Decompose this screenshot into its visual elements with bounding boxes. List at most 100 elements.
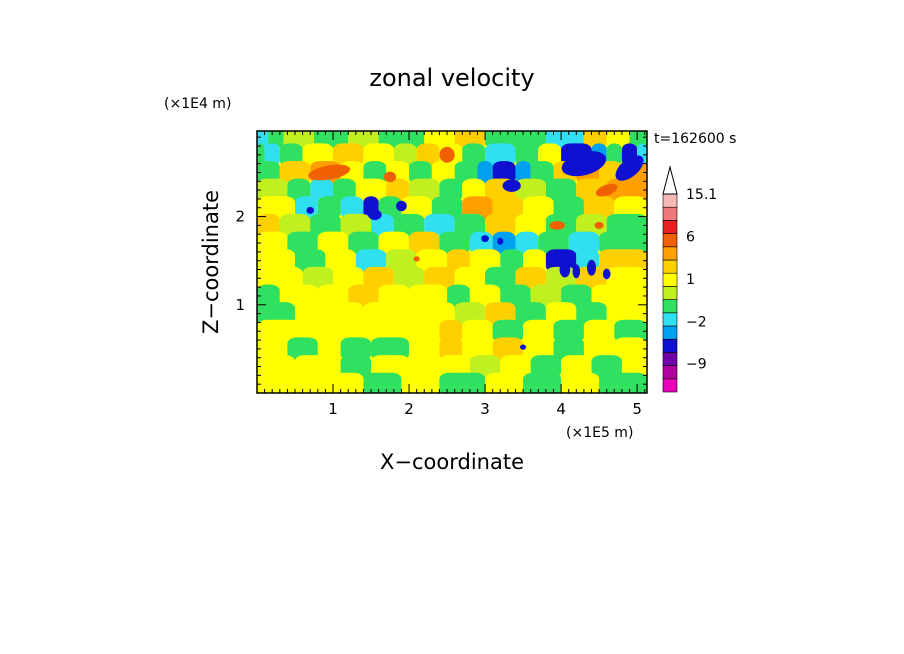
- contour-patch: [583, 196, 615, 220]
- contour-patch: [333, 319, 372, 343]
- contour-patch: [553, 196, 584, 220]
- contour-cell: [520, 344, 527, 350]
- contour-patch: [302, 143, 334, 167]
- contour-patch: [424, 213, 455, 237]
- x-tick-label: 3: [480, 400, 490, 418]
- contour-cell: [594, 221, 604, 229]
- contour-patch: [545, 178, 577, 202]
- contour-cell: [615, 155, 644, 181]
- contour-patch: [257, 302, 296, 326]
- colorbar-swatch: [662, 365, 678, 380]
- contour-patch: [257, 160, 280, 184]
- contour-patch: [340, 337, 372, 361]
- contour-patch: [409, 160, 432, 184]
- x-tick-label: 2: [404, 400, 414, 418]
- contour-patch: [363, 302, 394, 326]
- contour-patch: [523, 196, 554, 220]
- contour-patch: [485, 143, 516, 167]
- contour-patch: [492, 337, 524, 361]
- contour-patch: [439, 319, 463, 343]
- colorbar-label: 1: [686, 272, 695, 288]
- contour-patch: [257, 337, 288, 361]
- contour-patch: [614, 337, 647, 361]
- colorbar-swatches: [662, 165, 678, 393]
- contour-patch: [606, 143, 622, 167]
- contour-patch: [462, 143, 486, 167]
- contour-patch: [363, 143, 394, 167]
- contour-patch: [515, 143, 539, 167]
- contour-patch: [561, 372, 600, 393]
- contour-patch: [485, 266, 516, 290]
- contour-patch: [287, 337, 318, 361]
- contour-patch: [561, 355, 592, 379]
- contour-patch: [416, 249, 448, 273]
- contour-patch: [523, 337, 554, 361]
- contour-patch: [409, 319, 440, 343]
- contour-patch: [530, 284, 562, 308]
- contour-patch: [264, 143, 280, 167]
- contour-cell: [481, 235, 489, 243]
- contour-patch: [257, 213, 280, 237]
- colorbar-swatch: [662, 206, 678, 221]
- contour-patch: [447, 249, 470, 273]
- contour-patch: [515, 178, 546, 202]
- contour-patch: [583, 319, 615, 343]
- contour-patch: [568, 231, 600, 255]
- contour-patch: [439, 372, 486, 393]
- contour-cell: [602, 268, 611, 280]
- contour-cell: [439, 146, 455, 163]
- contour-patch: [401, 196, 432, 220]
- x-tick-label: 4: [556, 400, 566, 418]
- x-tick-label: 1: [328, 400, 338, 418]
- contour-patch: [409, 355, 440, 379]
- contour-patch: [363, 266, 394, 290]
- x-scale-label: (×1E5 m): [566, 425, 633, 441]
- colorbar-label: 6: [686, 229, 695, 245]
- contour-patch: [295, 372, 334, 393]
- contour-patch: [310, 213, 341, 237]
- contour-patch: [492, 231, 516, 255]
- contour-patch: [454, 160, 478, 184]
- colorbar-swatch: [662, 325, 678, 340]
- contour-cell: [367, 209, 382, 221]
- contour-patch: [553, 337, 584, 361]
- contour-patch: [599, 249, 647, 273]
- contour-patch: [401, 372, 440, 393]
- contour-cell: [497, 237, 504, 245]
- contour-patch: [515, 160, 531, 184]
- colorbar-swatch: [662, 220, 678, 234]
- x-axis-tick-labels: 1 2 3 4 5: [328, 400, 642, 418]
- contour-patch: [515, 302, 546, 326]
- contour-patch: [386, 249, 417, 273]
- contour-patch: [591, 355, 622, 379]
- contour-patch: [439, 355, 470, 379]
- colorbar-label: −2: [686, 314, 707, 330]
- contour-patch: [469, 249, 501, 273]
- contour-patch: [279, 160, 311, 184]
- colorbar-extend-arrow: [662, 165, 678, 195]
- contour-patch: [599, 160, 622, 184]
- contour-patch: [409, 231, 440, 255]
- contour-patch: [561, 284, 592, 308]
- contour-patch: [393, 302, 425, 326]
- contour-patch: [333, 178, 356, 202]
- contour-patch: [583, 337, 615, 361]
- colorbar-swatch: [662, 193, 678, 208]
- contour-patch: [287, 178, 311, 202]
- contour-patch: [591, 284, 647, 308]
- contour-field: [257, 131, 647, 393]
- contour-patch: [500, 284, 531, 308]
- colorbar-swatch: [662, 286, 678, 300]
- colorbar-swatch: [662, 299, 678, 314]
- contour-patch: [606, 266, 647, 290]
- y-axis-tick-labels: 1 2: [235, 208, 245, 314]
- plot-frame: [256, 130, 648, 394]
- contour-patch: [279, 143, 303, 167]
- contour-patch: [500, 355, 531, 379]
- contour-cell: [383, 171, 397, 183]
- contour-patch: [523, 319, 554, 343]
- colorbar-swatch: [662, 378, 678, 393]
- contour-patch: [317, 284, 349, 308]
- contour-patch: [515, 231, 539, 255]
